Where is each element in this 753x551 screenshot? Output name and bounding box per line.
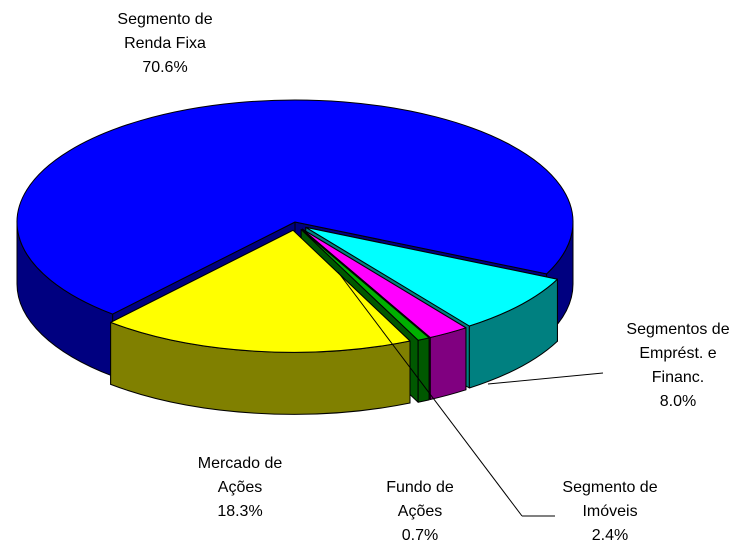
value-label: 8.0% [659,393,697,410]
slice [305,226,558,327]
slice-label: Segmento de Imóveis 2.4% [555,476,665,548]
value-label: 0.7% [401,527,439,544]
slice [110,229,411,353]
slice [16,99,574,315]
value-label: 18.3% [217,503,263,520]
leader-line [337,271,523,517]
slice [300,229,430,341]
category-label: Fundo de Ações [386,479,454,520]
category-label: Segmento de Imóveis [562,479,658,520]
leader-line [487,372,604,385]
category-label: Segmentos de Emprést. e Financ. [626,321,730,386]
value-label: 2.4% [591,527,629,544]
slice-label: Fundo de Ações 0.7% [375,476,465,548]
slices [16,99,574,415]
slice-label: Segmento de Renda Fixa 70.6% [105,8,225,80]
slice [301,228,467,338]
slice-label: Mercado de Ações 18.3% [185,452,295,524]
value-label: 70.6% [142,59,188,76]
category-label: Mercado de Ações [197,455,283,496]
slice-side [429,327,467,400]
slice-side [417,337,430,403]
slice-label: Segmentos de Emprést. e Financ. 8.0% [613,318,743,414]
category-label: Segmento de Renda Fixa [117,11,213,52]
